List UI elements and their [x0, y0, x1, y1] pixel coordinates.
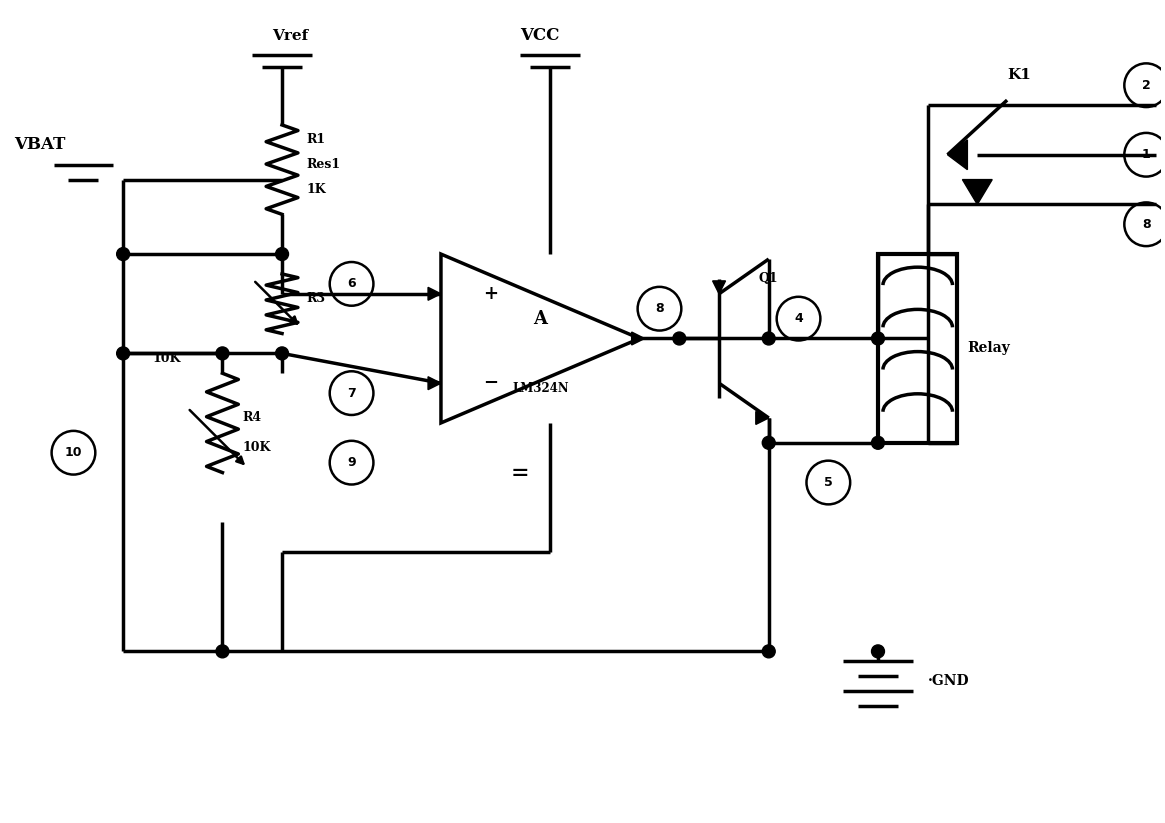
Text: 7: 7 [347, 387, 356, 400]
Text: R1: R1 [306, 133, 326, 146]
Text: −: − [483, 374, 499, 393]
Text: 10K: 10K [242, 441, 270, 454]
Text: 1: 1 [1142, 148, 1151, 161]
Text: 8: 8 [1142, 218, 1151, 230]
Text: ·GND: ·GND [927, 674, 969, 688]
Circle shape [762, 645, 775, 658]
Text: 5: 5 [824, 476, 833, 489]
Text: 1K: 1K [306, 183, 326, 196]
Text: VCC: VCC [521, 27, 560, 44]
Text: 6: 6 [347, 277, 355, 291]
Polygon shape [713, 281, 726, 294]
Circle shape [871, 436, 884, 449]
Circle shape [116, 248, 129, 261]
Text: 10: 10 [65, 446, 83, 459]
Polygon shape [428, 287, 442, 300]
Circle shape [216, 645, 228, 658]
Circle shape [276, 347, 289, 360]
Text: 2: 2 [1142, 79, 1151, 91]
Polygon shape [962, 179, 993, 204]
Text: Relay: Relay [967, 342, 1010, 356]
Polygon shape [631, 332, 644, 345]
Text: 8: 8 [655, 302, 664, 315]
Bar [878, 254, 958, 443]
Text: R3: R3 [306, 292, 326, 305]
Circle shape [276, 248, 289, 261]
Text: K1: K1 [1007, 68, 1031, 82]
Text: =: = [511, 462, 530, 484]
Text: Q1: Q1 [758, 272, 778, 286]
Circle shape [762, 332, 775, 345]
Text: Res1: Res1 [306, 158, 341, 171]
Text: 10K: 10K [153, 352, 182, 365]
Text: 4: 4 [795, 312, 803, 325]
Text: R4: R4 [242, 412, 261, 425]
Text: Vref: Vref [273, 29, 309, 43]
Text: A: A [534, 309, 548, 328]
Polygon shape [947, 140, 967, 170]
Circle shape [216, 347, 228, 360]
Text: LM324N: LM324N [511, 382, 569, 395]
Circle shape [871, 645, 884, 658]
Text: 9: 9 [347, 456, 355, 469]
Text: +: + [483, 285, 499, 303]
Circle shape [762, 436, 775, 449]
Polygon shape [756, 412, 769, 425]
Text: VBAT: VBAT [14, 137, 65, 153]
Circle shape [116, 347, 129, 360]
Circle shape [871, 332, 884, 345]
Circle shape [673, 332, 686, 345]
Polygon shape [428, 377, 442, 389]
